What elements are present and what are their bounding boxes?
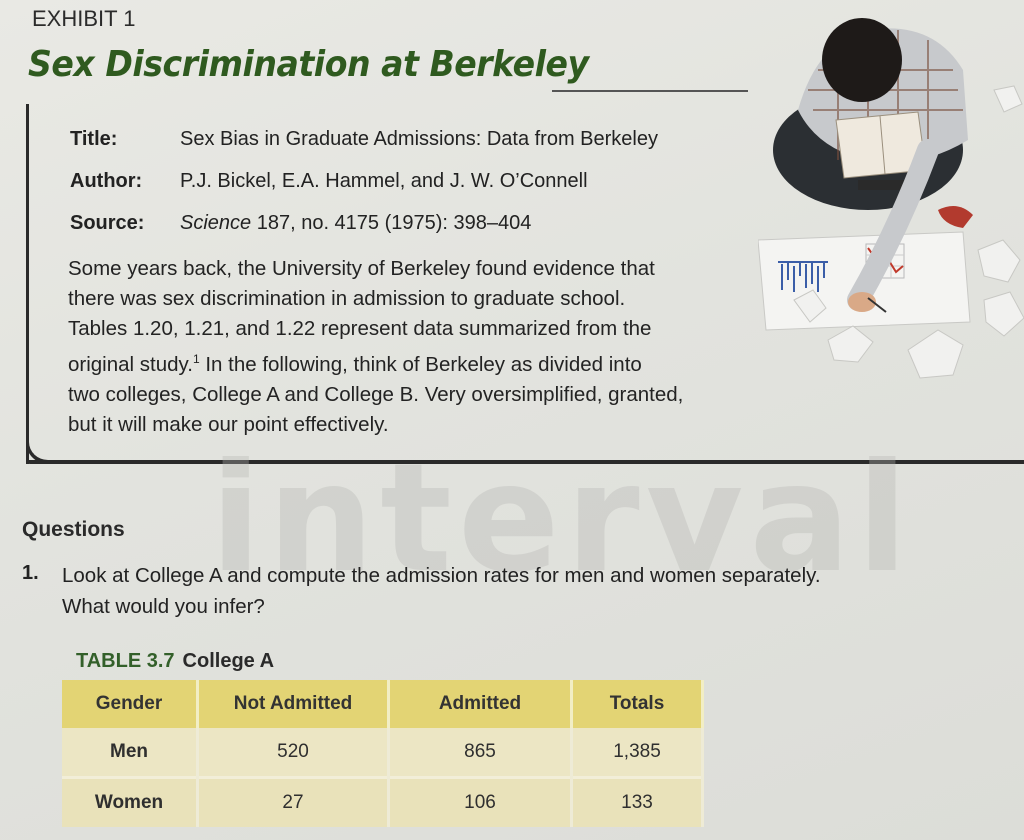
table-row: Women 27 106 133	[62, 776, 704, 827]
crumpled-paper-icon	[793, 85, 1024, 379]
table-row: Men 520 865 1,385	[62, 728, 704, 778]
table-cell: Women	[62, 776, 199, 827]
table-cell: Men	[62, 728, 199, 778]
question-line: What would you infer?	[62, 595, 265, 618]
footnote-marker: 1	[192, 352, 200, 366]
intro-line: but it will make our point effectively.	[68, 412, 389, 436]
exhibit-title: Sex Discrimination at Berkeley	[28, 44, 589, 85]
table-header-cell: Not Admitted	[197, 680, 390, 728]
intro-line: there was sex discrimination in admissio…	[68, 287, 626, 310]
table-caption-number: TABLE 3.7	[76, 650, 175, 672]
source-label: Source:	[70, 212, 145, 234]
intro-line-part: original study.	[68, 352, 193, 376]
intro-line: two colleges, College A and College B. V…	[68, 382, 684, 406]
title-rule	[552, 90, 748, 92]
author-label: Author:	[70, 170, 143, 192]
background-watermark: interval	[210, 432, 915, 606]
table-header-cell: Admitted	[388, 680, 573, 728]
table-cell: 133	[571, 776, 704, 827]
title-label: Title:	[70, 128, 118, 150]
question-text: Look at College A and compute the admiss…	[62, 560, 942, 622]
paper-bar-chart-icon	[778, 261, 828, 292]
source-journal: Science	[180, 212, 252, 234]
exhibit-label: EXHIBIT 1	[32, 6, 136, 31]
box-border-bottom	[26, 460, 1024, 464]
box-border-left	[26, 104, 29, 464]
questions-heading: Questions	[22, 518, 125, 541]
question-number: 1.	[22, 562, 39, 584]
student-studying-illustration	[758, 18, 1024, 379]
table-cell: 1,385	[571, 728, 704, 778]
table-header-row: Gender Not Admitted Admitted Totals	[62, 680, 704, 728]
source-value: Science 187, no. 4175 (1975): 398–404	[180, 212, 531, 235]
intro-paragraph: Some years back, the University of Berke…	[68, 254, 758, 440]
author-value: P.J. Bickel, E.A. Hammel, and J. W. O’Co…	[180, 170, 588, 192]
table-cell: 520	[197, 728, 390, 778]
table-cell: 27	[197, 776, 390, 827]
intro-line: Some years back, the University of Berke…	[68, 257, 655, 280]
intro-line: Tables 1.20, 1.21, and 1.22 represent da…	[68, 317, 652, 340]
table-header-cell: Gender	[62, 680, 199, 728]
intro-line-part: In the following, think of Berkeley as d…	[199, 352, 642, 376]
table-caption-name: College A	[182, 650, 275, 672]
title-value: Sex Bias in Graduate Admissions: Data fr…	[180, 128, 658, 150]
table-cell: 106	[388, 776, 573, 827]
intro-line: original study.1 In the following, think…	[68, 344, 758, 380]
question-line: Look at College A and compute the admiss…	[62, 564, 821, 587]
college-a-table: Gender Not Admitted Admitted Totals Men …	[62, 680, 704, 827]
table-caption: TABLE 3.7 College A	[76, 650, 274, 673]
source-citation: 187, no. 4175 (1975): 398–404	[251, 212, 532, 234]
table-cell: 865	[388, 728, 573, 778]
table-header-cell: Totals	[571, 680, 704, 728]
